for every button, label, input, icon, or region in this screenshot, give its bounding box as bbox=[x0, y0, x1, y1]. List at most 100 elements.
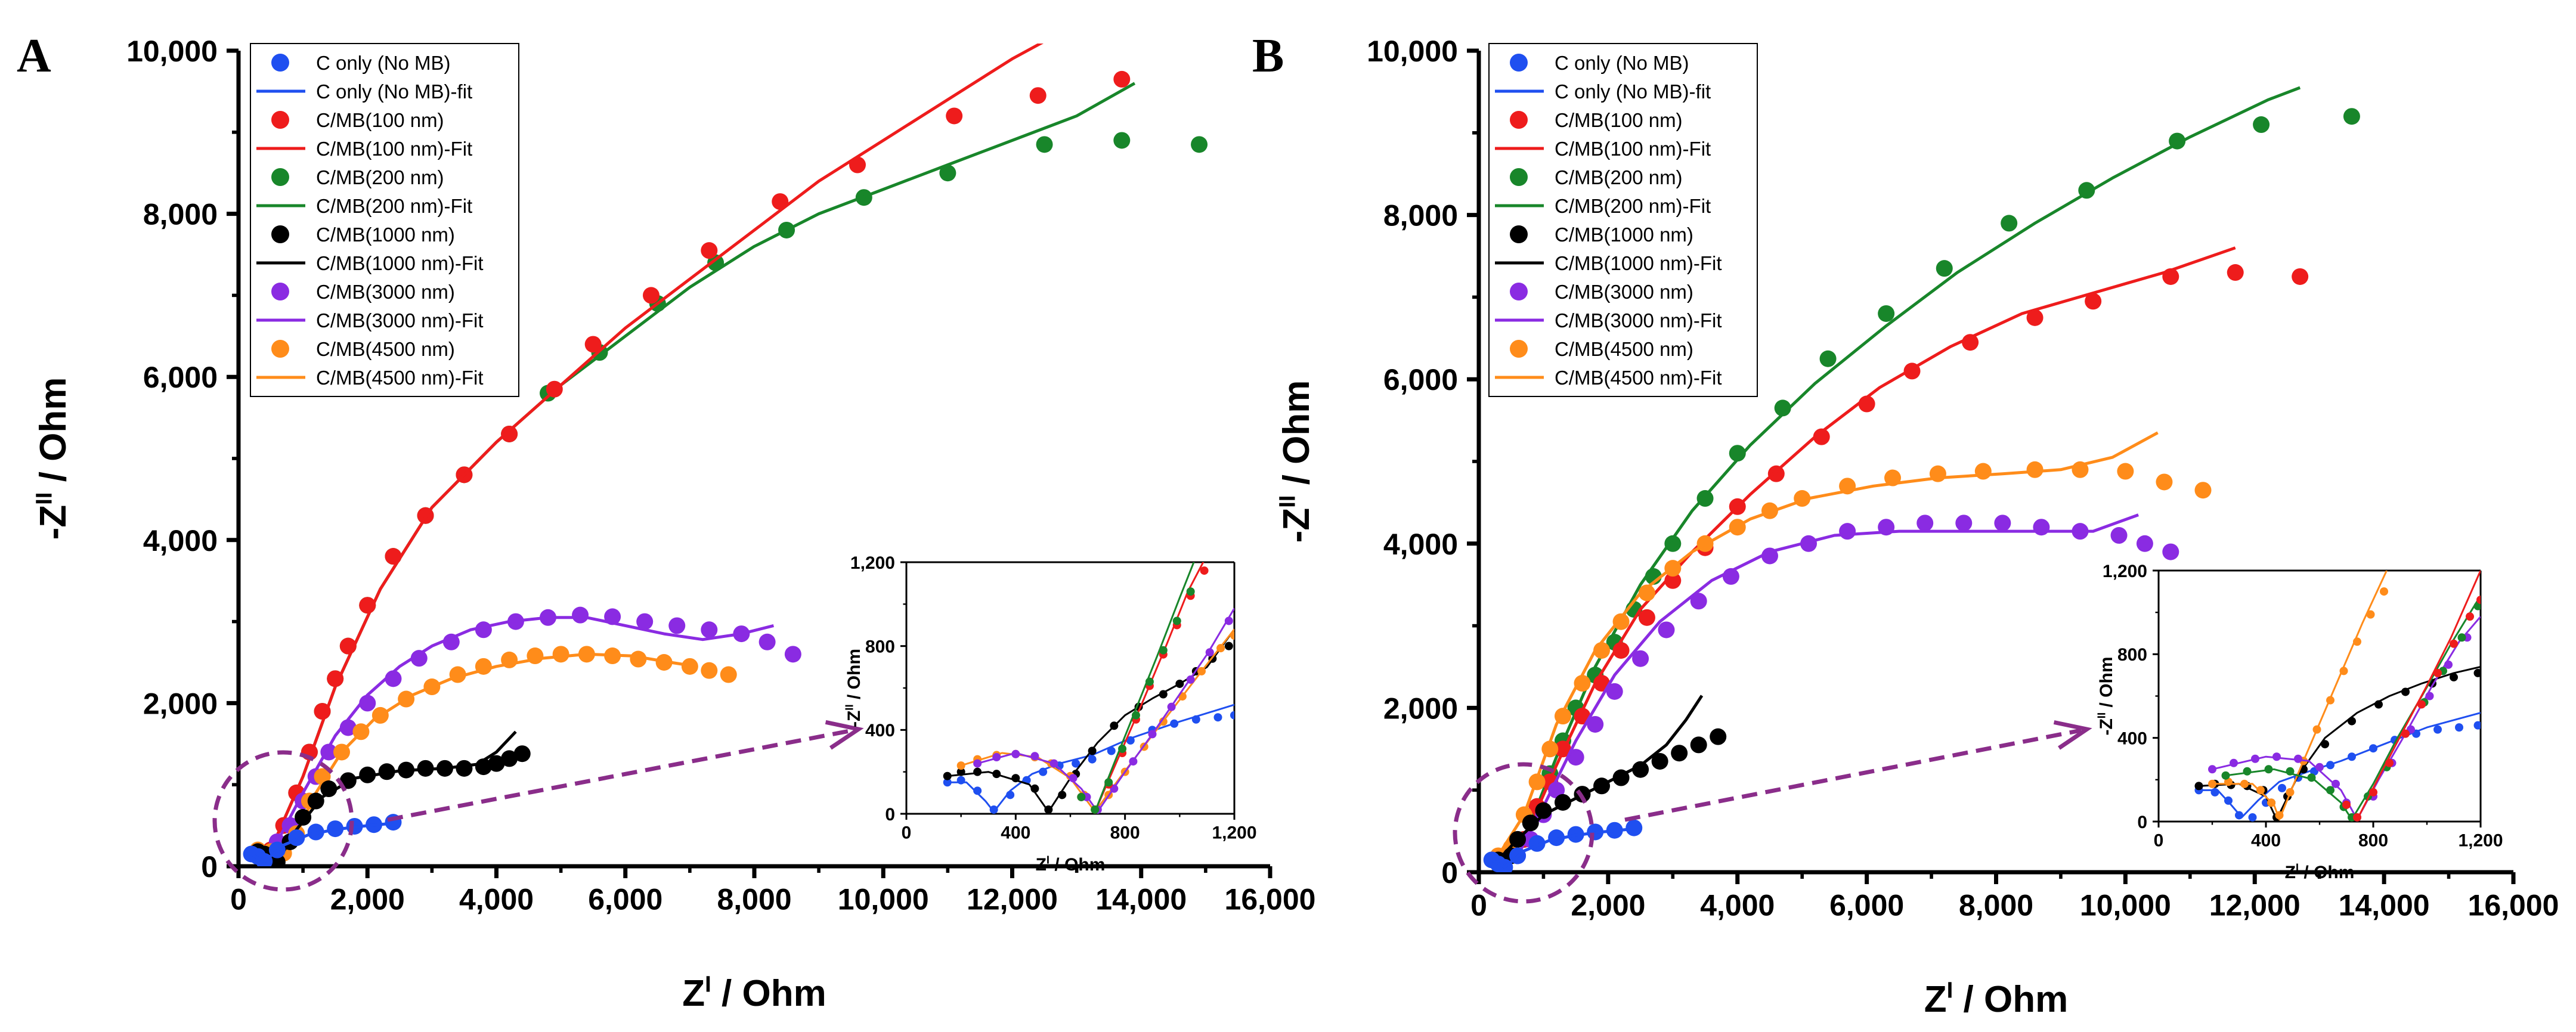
panel-a-inset-x-axis-title: ZI / Ohm bbox=[1036, 854, 1106, 875]
panel-b-point-c-mb-3000-nm bbox=[1658, 621, 1675, 639]
panel-a-x-tick-label: 2,000 bbox=[330, 883, 405, 916]
panel-a-point-c-mb-100-nm bbox=[701, 242, 718, 259]
panel-a-point-c-mb-200-nm bbox=[1113, 132, 1131, 149]
panel-b-legend-marker bbox=[1510, 168, 1528, 186]
panel-b-y-axis-title-sup: II bbox=[1274, 495, 1300, 508]
panel-a-fit-line-c-mb-100-nm bbox=[269, 44, 1044, 851]
panel-a-point-c-mb-3000-nm bbox=[410, 650, 428, 667]
panel-b-legend-marker bbox=[1510, 340, 1528, 358]
panel-b-inset-y-tick-label: 400 bbox=[2117, 729, 2147, 748]
panel-b-inset-point-c-mb-200-nm bbox=[2221, 771, 2230, 780]
panel-b-legend-label: C/MB(200 nm)-Fit bbox=[1555, 195, 1711, 217]
panel-b-inset-plot-area bbox=[2194, 571, 2481, 822]
panel-a-x-tick-label: 6,000 bbox=[588, 883, 662, 916]
panel-b-point-c-mb-200-nm bbox=[1729, 445, 1746, 462]
panel-b-legend-frame bbox=[1488, 43, 1758, 397]
panel-b-inset-y-axis-title: -ZII / Ohm bbox=[2095, 656, 2116, 735]
panel-b-point-c-mb-100-nm bbox=[1638, 609, 1655, 626]
panel-a-inset-fit-line-c-mb-3000-nm bbox=[977, 608, 1234, 813]
panel-b-point-c-mb-200-nm bbox=[1819, 350, 1837, 367]
panel-b-inset-point-c-mb-100-nm bbox=[2433, 668, 2442, 677]
panel-b-inset-point-c-only-no-mb bbox=[2433, 725, 2442, 734]
panel-a-point-c-mb-4500-nm bbox=[720, 666, 737, 683]
panel-a-x-axis-title-base: Z bbox=[682, 973, 705, 1014]
panel-a-legend: C only (No MB) C only (No MB)-fit C/MB(100… bbox=[250, 43, 519, 397]
panel-a-fit-line-c-mb-1000-nm bbox=[257, 730, 517, 864]
panel-b-point-c-mb-3000-nm bbox=[2136, 535, 2153, 552]
panel-b-x-tick-label: 2,000 bbox=[1571, 889, 1645, 922]
panel-a-fit-line-c-only-no-mb bbox=[250, 822, 387, 863]
panel-b-point-c-mb-1000-nm bbox=[1710, 728, 1727, 745]
panel-a-y-axis-title-base: -Z bbox=[33, 505, 74, 540]
panel-b-inset-point-c-only-no-mb bbox=[2248, 813, 2257, 822]
panel-a-x-axis-title-unit: / Ohm bbox=[711, 973, 826, 1014]
panel-b-point-c-mb-4500-nm bbox=[2026, 461, 2044, 478]
panel-b-inset-fit-line-c-mb-100-nm bbox=[2356, 571, 2481, 820]
panel-a-x-axis-title: ZI / Ohm bbox=[682, 971, 826, 1014]
panel-a-inset-y-axis-title-sup: II bbox=[843, 704, 856, 710]
panel-b-legend-label: C/MB(4500 nm)-Fit bbox=[1555, 367, 1722, 389]
panel-b-inset-series-c-mb-4500-nm bbox=[2208, 571, 2388, 820]
panel-a-y-axis-title: -ZII / Ohm bbox=[31, 377, 74, 540]
panel-b-y-axis-title-base: -Z bbox=[1276, 508, 1317, 543]
panel-b-legend-marker bbox=[1510, 54, 1528, 72]
panel-b-inset-point-c-mb-1000-nm bbox=[2450, 672, 2458, 681]
panel-b-inset-point-c-mb-100-nm bbox=[2369, 788, 2377, 797]
panel-b-point-c-mb-200-nm bbox=[1878, 305, 1895, 322]
panel-a-legend-marker bbox=[271, 283, 289, 300]
panel-a-zoom-arrow-line bbox=[387, 728, 853, 822]
panel-a-inset-point-c-mb-3000-nm bbox=[1224, 616, 1233, 625]
panel-b-point-c-mb-4500-nm bbox=[1574, 675, 1591, 692]
panel-b-y-axis-title: -ZII / Ohm bbox=[1274, 380, 1317, 543]
panel-b-point-c-only-no-mb bbox=[1626, 819, 1643, 836]
panel-b-point-c-mb-200-nm bbox=[1936, 260, 1953, 277]
panel-a-y-axis-title-sup: II bbox=[31, 492, 57, 505]
panel-b-legend-label: C/MB(1000 nm) bbox=[1555, 224, 1693, 246]
panel-a-inset-point-c-mb-3000-nm bbox=[973, 759, 982, 768]
panel-b-inset-x-tick-label: 400 bbox=[2251, 831, 2281, 851]
panel-a-legend-label: C only (No MB) bbox=[316, 52, 451, 74]
panel-a-point-c-mb-100-nm bbox=[1113, 70, 1131, 88]
panel-a-inset-x-axis-title-sup: I bbox=[1046, 854, 1049, 866]
panel-a-legend-frame bbox=[250, 43, 519, 397]
panel-b-x-axis-title-sup: I bbox=[1947, 977, 1953, 1003]
panel-a-legend-marker bbox=[271, 111, 289, 129]
panel-b-x-tick-label: 14,000 bbox=[2339, 889, 2430, 922]
panel-a-point-c-mb-3000-nm bbox=[636, 613, 654, 630]
panel-b-inset-point-c-mb-1000-nm bbox=[2473, 668, 2481, 677]
panel-a-inset-point-c-only-no-mb bbox=[1230, 711, 1234, 720]
panel-a-inset-point-c-mb-4500-nm bbox=[956, 761, 965, 770]
panel-b-legend-label: C/MB(100 nm) bbox=[1555, 109, 1683, 131]
panel-b-point-c-mb-4500-nm bbox=[2194, 482, 2212, 499]
panel-b-point-c-mb-200-nm bbox=[2343, 108, 2360, 125]
panel-b-y-tick-label: 0 bbox=[1441, 856, 1458, 890]
panel-b-point-c-mb-3000-nm bbox=[1839, 523, 1856, 540]
panel-a-point-c-mb-4500-nm bbox=[701, 662, 718, 679]
panel-a-legend-label: C/MB(1000 nm)-Fit bbox=[316, 252, 484, 274]
panel-a-legend-label: C/MB(100 nm) bbox=[316, 109, 444, 131]
panel-a-inset-point-c-mb-200-nm bbox=[1172, 616, 1181, 625]
panel-b-series-c-only-no-mb bbox=[1483, 819, 1643, 872]
panel-b-y-tick-label: 2,000 bbox=[1383, 692, 1458, 725]
panel-a-point-c-mb-3000-nm bbox=[758, 633, 776, 650]
panel-a-inset-plot-area bbox=[943, 562, 1234, 814]
panel-a-inset-point-c-only-no-mb bbox=[973, 786, 982, 795]
panel-a-plot-area bbox=[243, 44, 1208, 866]
panel-a-point-c-mb-1000-nm bbox=[320, 780, 338, 798]
panel-b-legend: C only (No MB) C only (No MB)-fit C/MB(100… bbox=[1488, 43, 1758, 397]
panel-a-point-c-mb-100-nm bbox=[643, 287, 660, 304]
panel-a-y-tick-label: 4,000 bbox=[143, 524, 218, 557]
panel-b-legend-label: C/MB(3000 nm)-Fit bbox=[1555, 309, 1722, 331]
panel-a-inset-x-tick-label: 0 bbox=[902, 823, 912, 843]
panel-a-y-tick-label: 10,000 bbox=[126, 35, 218, 68]
panel-a-point-c-mb-100-nm bbox=[584, 336, 602, 353]
panel-a-legend-label: C/MB(100 nm)-Fit bbox=[316, 138, 472, 160]
panel-b-point-c-mb-4500-nm bbox=[2117, 463, 2134, 480]
panel-b-inset-point-c-mb-3000-nm bbox=[2332, 779, 2340, 788]
panel-b-point-c-mb-3000-nm bbox=[1587, 715, 1604, 733]
panel-b-point-c-mb-1000-nm bbox=[1535, 802, 1552, 819]
panel-b-plot-area bbox=[1483, 86, 2360, 872]
panel-a-x-tick-label: 4,000 bbox=[459, 883, 534, 916]
panel-b-point-c-mb-4500-nm bbox=[2156, 473, 2173, 491]
